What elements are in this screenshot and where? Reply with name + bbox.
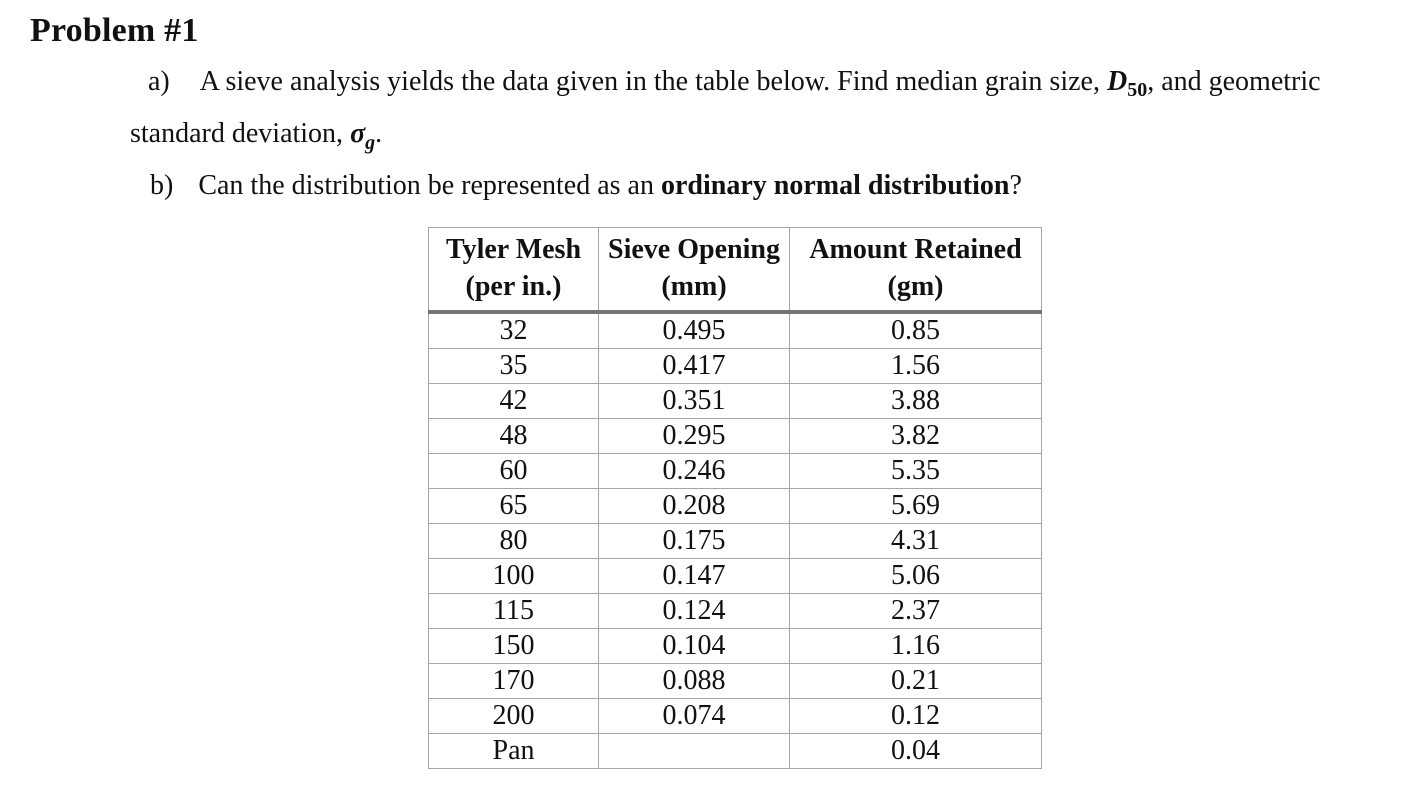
column-title: Tyler Mesh bbox=[445, 234, 582, 265]
table-cell: 0.175 bbox=[598, 523, 790, 559]
table-cell: 5.06 bbox=[789, 558, 1042, 594]
table-row: 115 0.124 2.37 bbox=[428, 593, 1042, 629]
table-cell: 0.104 bbox=[598, 628, 790, 664]
table-cell: 0.495 bbox=[598, 311, 790, 349]
part-b-bold-text: ordinary normal distribution bbox=[660, 170, 1010, 201]
d50-subscript: 50 bbox=[1127, 79, 1148, 101]
table-cell: 1.56 bbox=[789, 348, 1042, 384]
table-cell: 0.04 bbox=[789, 733, 1042, 769]
table-row: 60 0.246 5.35 bbox=[428, 453, 1042, 489]
table-cell: 0.208 bbox=[598, 488, 790, 524]
table-cell: 35 bbox=[428, 348, 599, 384]
table-cell: 0.12 bbox=[789, 698, 1042, 734]
list-label-b: b) bbox=[150, 170, 174, 201]
table-row: 65 0.208 5.69 bbox=[428, 488, 1042, 524]
table-cell: 100 bbox=[428, 558, 599, 594]
table-cell: 0.088 bbox=[598, 663, 790, 699]
table-cell: 0.417 bbox=[598, 348, 790, 384]
table-cell: 0.074 bbox=[598, 698, 790, 734]
table-cell: 3.82 bbox=[789, 418, 1042, 454]
table-cell: 170 bbox=[428, 663, 599, 699]
table-cell: 5.35 bbox=[789, 453, 1042, 489]
table-row: 42 0.351 3.88 bbox=[428, 383, 1042, 419]
table-cell: 32 bbox=[428, 311, 599, 349]
column-unit: (gm) bbox=[887, 271, 944, 302]
table-cell: 0.124 bbox=[598, 593, 790, 629]
column-title: Amount Retained bbox=[809, 234, 1022, 265]
table-cell: 150 bbox=[428, 628, 599, 664]
table-row: 170 0.088 0.21 bbox=[428, 663, 1042, 699]
table-cell: 1.16 bbox=[789, 628, 1042, 664]
table-cell: 0.295 bbox=[598, 418, 790, 454]
part-a-line2-text: standard deviation, bbox=[130, 118, 351, 149]
table-body: 32 0.495 0.85 35 0.417 1.56 42 0.351 3.88 48 0.295… bbox=[428, 311, 1042, 769]
problem-part-a-line2: standard deviation, σg. bbox=[130, 116, 382, 161]
sigma-g-symbol: σ bbox=[350, 118, 366, 149]
table-row: 200 0.074 0.12 bbox=[428, 698, 1042, 734]
table-row: 48 0.295 3.82 bbox=[428, 418, 1042, 454]
part-a-text: A sieve analysis yields the data given i… bbox=[199, 66, 1107, 97]
table-cell bbox=[598, 733, 790, 769]
table-cell: 0.21 bbox=[789, 663, 1042, 699]
problem-part-b-line: b) Can the distribution be represented as… bbox=[150, 168, 1022, 204]
part-b-text: Can the distribution be represented as a… bbox=[198, 170, 661, 201]
table-cell: 0.85 bbox=[789, 311, 1042, 349]
table-cell: 0.351 bbox=[598, 383, 790, 419]
table-row: Pan 0.04 bbox=[428, 733, 1042, 769]
table-cell: 115 bbox=[428, 593, 599, 629]
sigma-g-subscript: g bbox=[365, 132, 376, 154]
table-row: 35 0.417 1.56 bbox=[428, 348, 1042, 384]
column-header-sieve-opening: Sieve Opening (mm) bbox=[598, 227, 790, 314]
part-a-text-tail: , and geometric bbox=[1147, 66, 1321, 97]
column-title: Sieve Opening bbox=[608, 234, 780, 265]
column-unit: (per in.) bbox=[465, 271, 562, 302]
table-cell: 5.69 bbox=[789, 488, 1042, 524]
problem-part-a-line1: a) A sieve analysis yields the data given… bbox=[148, 64, 1321, 108]
table-row: 150 0.104 1.16 bbox=[428, 628, 1042, 664]
table-cell: 60 bbox=[428, 453, 599, 489]
table-cell: 4.31 bbox=[789, 523, 1042, 559]
part-b-text-tail: ? bbox=[1009, 170, 1022, 201]
table-cell: 200 bbox=[428, 698, 599, 734]
list-label-a: a) bbox=[148, 66, 170, 97]
column-header-amount-retained: Amount Retained (gm) bbox=[789, 227, 1042, 314]
table-cell: Pan bbox=[428, 733, 599, 769]
table-cell: 0.246 bbox=[598, 453, 790, 489]
table-header: Tyler Mesh (per in.) Sieve Opening (mm) … bbox=[428, 227, 1042, 314]
table-cell: 42 bbox=[428, 383, 599, 419]
table-cell: 2.37 bbox=[789, 593, 1042, 629]
d50-symbol: D bbox=[1106, 66, 1128, 97]
table-cell: 80 bbox=[428, 523, 599, 559]
part-a-line2-tail: . bbox=[375, 118, 383, 149]
column-unit: (mm) bbox=[661, 271, 727, 302]
table-cell: 3.88 bbox=[789, 383, 1042, 419]
column-header-tyler-mesh: Tyler Mesh (per in.) bbox=[428, 227, 599, 314]
table-cell: 48 bbox=[428, 418, 599, 454]
table-row: 80 0.175 4.31 bbox=[428, 523, 1042, 559]
table-header-row: Tyler Mesh (per in.) Sieve Opening (mm) … bbox=[428, 227, 1042, 314]
table-row: 100 0.147 5.06 bbox=[428, 558, 1042, 594]
table-row: 32 0.495 0.85 bbox=[428, 311, 1042, 349]
page-title: Problem #1 bbox=[30, 12, 199, 49]
sieve-analysis-table: Tyler Mesh (per in.) Sieve Opening (mm) … bbox=[428, 227, 1042, 769]
table-cell: 0.147 bbox=[598, 558, 790, 594]
table-cell: 65 bbox=[428, 488, 599, 524]
